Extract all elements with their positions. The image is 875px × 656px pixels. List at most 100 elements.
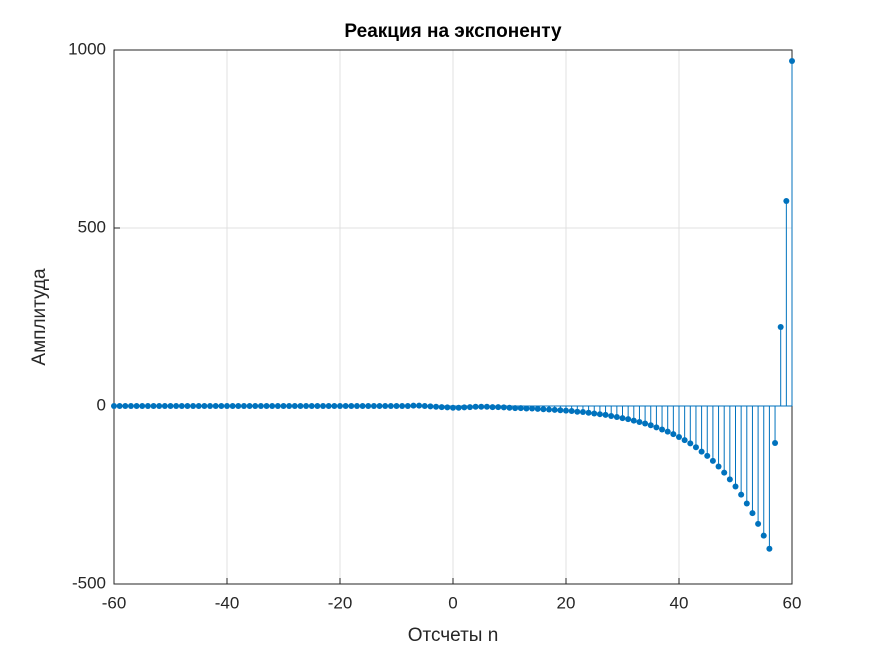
stem-marker <box>427 403 434 410</box>
stem-marker <box>466 404 473 411</box>
stem-marker <box>591 410 598 417</box>
stem-marker <box>772 440 779 447</box>
stem-marker <box>122 403 129 409</box>
stem-marker <box>201 403 208 409</box>
stem-marker <box>348 403 355 409</box>
stem-marker <box>523 405 530 412</box>
stem-marker <box>111 403 117 409</box>
chart-title: Реакция на экспоненту <box>344 21 562 42</box>
stem-marker <box>444 404 451 411</box>
stem-marker <box>382 403 389 409</box>
x-axis-label: Отсчеты n <box>408 625 499 646</box>
stem-marker <box>195 403 202 409</box>
stem-marker <box>410 402 417 409</box>
stem-marker <box>512 405 519 412</box>
stem-marker <box>664 428 671 435</box>
stem-marker <box>455 404 462 411</box>
x-tick-label: -40 <box>215 593 240 612</box>
stem-marker <box>353 403 360 409</box>
stem-marker <box>150 403 157 409</box>
stem-marker <box>269 403 276 409</box>
stem-marker <box>489 404 496 411</box>
stem-marker <box>636 419 643 426</box>
stem-marker <box>692 444 699 451</box>
stem-marker <box>218 403 225 409</box>
x-tick-label: -60 <box>102 593 127 612</box>
stem-marker <box>404 403 411 409</box>
stem-marker <box>721 469 728 476</box>
y-tick-label: 1000 <box>68 39 106 58</box>
stem-marker <box>506 404 513 411</box>
stem-marker <box>698 448 705 455</box>
stem-marker <box>755 520 762 527</box>
stem-marker <box>450 404 456 411</box>
stem-marker <box>325 403 332 409</box>
stem-marker <box>274 403 281 409</box>
stem-marker <box>387 403 394 409</box>
stem-marker <box>732 483 739 490</box>
x-tick-label: 20 <box>557 593 576 612</box>
stem-marker <box>252 403 259 409</box>
stem-marker <box>653 424 660 431</box>
stem-marker <box>704 452 711 459</box>
stem-marker <box>659 426 666 433</box>
stem-marker <box>777 323 784 330</box>
stem-marker <box>461 404 468 411</box>
stem-marker <box>642 420 649 427</box>
stem-marker <box>286 403 293 409</box>
stem-marker <box>613 414 620 421</box>
stem-marker <box>167 403 174 409</box>
y-axis-label: Амплитуда <box>29 268 50 366</box>
stem-marker <box>433 403 440 410</box>
stem-marker <box>766 545 773 552</box>
stem-marker <box>229 403 236 409</box>
stem-marker <box>314 403 321 409</box>
stem-marker <box>127 403 134 409</box>
stem-marker <box>161 403 168 409</box>
stem-marker <box>342 403 349 409</box>
stem-marker <box>478 403 485 410</box>
stem-marker <box>438 404 445 411</box>
stem-marker <box>235 403 242 409</box>
stem-marker <box>681 437 688 444</box>
stem-marker <box>625 416 632 423</box>
stem-marker <box>190 403 197 409</box>
stem-marker <box>783 197 790 204</box>
stem-marker <box>297 403 304 409</box>
stem-marker <box>331 403 338 409</box>
stem-marker <box>178 403 185 409</box>
stem-marker <box>568 407 575 414</box>
stem-marker <box>291 403 298 409</box>
stem-marker <box>630 417 637 424</box>
x-tick-label: -20 <box>328 593 353 612</box>
stem-marker <box>529 405 536 412</box>
stem-marker <box>184 403 191 409</box>
stem-marker <box>280 403 287 409</box>
stem-marker <box>585 409 592 416</box>
y-tick-label: 500 <box>78 217 106 236</box>
stem-marker <box>551 406 558 413</box>
stem-marker <box>602 411 609 418</box>
stem-marker <box>173 403 180 409</box>
stem-marker <box>421 403 428 409</box>
stem-marker <box>670 431 677 438</box>
stem-marker <box>337 403 343 409</box>
stem-marker <box>517 405 524 412</box>
stem-marker <box>608 412 615 419</box>
stem-marker <box>212 403 219 409</box>
stem-marker <box>557 407 564 414</box>
stem-marker <box>224 403 230 409</box>
stem-marker <box>676 433 682 440</box>
stem-marker <box>743 500 750 507</box>
stem-marker <box>472 403 479 410</box>
stem-marker <box>726 476 733 483</box>
stem-marker <box>789 58 795 65</box>
stem-marker <box>540 406 547 413</box>
stem-marker <box>563 407 569 414</box>
y-tick-label: -500 <box>72 573 106 592</box>
stem-marker <box>399 403 406 409</box>
stem-marker <box>303 403 310 409</box>
stem-marker <box>546 406 553 413</box>
stem-marker <box>495 404 502 411</box>
stem-marker <box>738 491 745 498</box>
